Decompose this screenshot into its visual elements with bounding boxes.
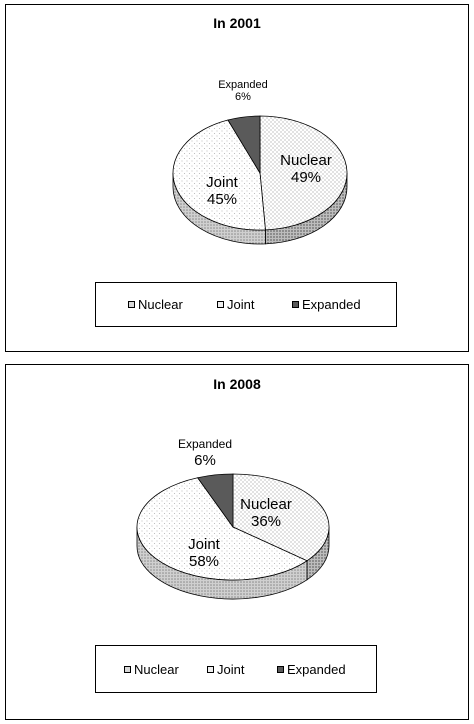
chart-title: In 2008: [213, 376, 261, 392]
legend-item-joint: Joint: [207, 646, 244, 692]
legend-swatch-nuclear: [128, 301, 135, 308]
pie-slice-expanded: [227, 115, 261, 175]
legend-label: Nuclear: [138, 297, 183, 312]
pie-slice-expanded: [196, 473, 234, 529]
legend-swatch-expanded: [277, 665, 284, 673]
legend-item-expanded: Expanded: [277, 646, 346, 692]
legend-swatch-expanded: [292, 301, 299, 308]
pie-slice-nuclear: [259, 115, 348, 231]
legend-label: Expanded: [302, 297, 361, 312]
legend-item-joint: Joint: [217, 283, 254, 326]
legend-swatch-nuclear: [124, 665, 131, 673]
legend-item-nuclear: Nuclear: [128, 283, 183, 326]
legend-item-expanded: Expanded: [292, 283, 361, 326]
chart-title: In 2001: [213, 15, 261, 31]
slice-label-nuclear: Nuclear: [280, 152, 332, 169]
slice-value-nuclear: 49%: [291, 169, 321, 186]
slice-value-nuclear: 36%: [251, 513, 281, 530]
slice-value-expanded: 6%: [194, 452, 216, 469]
slice-value-expanded: 6%: [235, 91, 251, 103]
chart-legend: Nuclear Joint Expanded: [95, 645, 377, 693]
legend-label: Nuclear: [134, 661, 179, 677]
slice-label-joint: Joint: [206, 174, 239, 191]
legend-swatch-joint: [217, 301, 224, 308]
chart-panel-2001: In 2001 Nuclear 49% Joint 45% Expanded 6% Nuc…: [5, 4, 469, 352]
legend-label: Joint: [227, 297, 255, 312]
chart-panel-2008: In 2008 Nuclear 36% Joint 58% Expanded 6% Nuc…: [5, 364, 469, 720]
slice-value-joint: 45%: [207, 191, 237, 208]
legend-label: Expanded: [287, 661, 346, 677]
legend-label: Joint: [217, 661, 245, 677]
legend-swatch-joint: [207, 665, 214, 673]
chart-legend: Nuclear Joint Expanded: [95, 282, 397, 327]
pie-slice-joint: [172, 119, 266, 231]
legend-item-nuclear: Nuclear: [124, 646, 179, 692]
pie-slice-nuclear: [232, 473, 330, 562]
pie-slice-joint: [136, 477, 308, 581]
slice-label-expanded: Expanded: [218, 79, 268, 91]
slice-value-joint: 58%: [189, 553, 219, 570]
slice-label-expanded: Expanded: [178, 437, 232, 451]
slice-label-joint: Joint: [188, 536, 221, 553]
slice-label-nuclear: Nuclear: [240, 496, 292, 513]
